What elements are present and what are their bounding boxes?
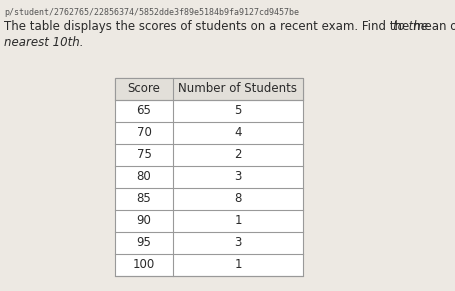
Bar (115, 78, 302, 100)
Text: 1: 1 (234, 214, 241, 228)
Text: p/student/2762765/22856374/5852dde3f89e5184b9fa9127cd9457be: p/student/2762765/22856374/5852dde3f89e5… (4, 8, 298, 17)
Text: 90: 90 (136, 214, 151, 228)
Bar (115, 78, 302, 100)
Text: 3: 3 (234, 237, 241, 249)
Text: The table displays the scores of students on a recent exam. Find the mean of the: The table displays the scores of student… (4, 20, 455, 33)
Text: nearest 10th.: nearest 10th. (4, 36, 83, 49)
Text: 1: 1 (234, 258, 241, 272)
Text: to the: to the (392, 20, 427, 33)
Text: 5: 5 (234, 104, 241, 118)
Text: Score: Score (127, 83, 160, 95)
Text: 95: 95 (136, 237, 151, 249)
Text: 2: 2 (234, 148, 241, 162)
Text: 4: 4 (234, 127, 241, 139)
Text: 8: 8 (234, 193, 241, 205)
Text: 80: 80 (136, 171, 151, 184)
Text: 100: 100 (132, 258, 155, 272)
Text: 3: 3 (234, 171, 241, 184)
Text: Number of Students: Number of Students (178, 83, 297, 95)
Text: 65: 65 (136, 104, 151, 118)
Text: 75: 75 (136, 148, 151, 162)
Text: 85: 85 (136, 193, 151, 205)
Bar (115, 78, 302, 276)
Text: 70: 70 (136, 127, 151, 139)
